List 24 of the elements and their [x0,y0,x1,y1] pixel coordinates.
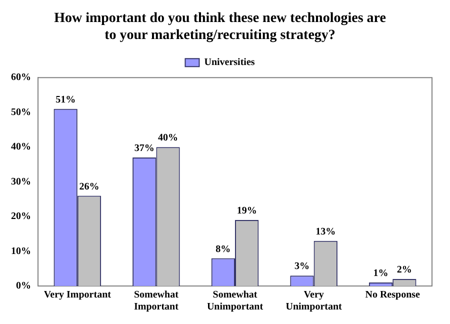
data-label: 37% [134,143,154,154]
y-tick-label: 10% [11,246,31,257]
data-label: 40% [158,132,178,144]
y-tick-label: 30% [11,176,31,188]
y-tick-label: 60% [11,72,31,84]
x-tick-label: Very Unimportant [286,290,343,313]
data-label: 2% [396,264,412,276]
chart-title: How important do you think these new technologies are to your marketing/recruiting strategy? [54,11,386,43]
x-tick-label: Very Important [44,290,112,301]
legend-label: Universities [204,57,255,68]
data-label: 3% [294,261,310,272]
x-tick-label: No Response [365,290,421,301]
x-tick-label: Somewhat Important [134,290,180,313]
x-tick-label: Somewhat Unimportant [206,290,264,313]
y-tick-label: 0% [16,280,31,292]
data-label: 1% [373,268,388,280]
y-tick-label: 50% [11,106,31,118]
data-label: 26% [79,181,100,192]
data-label: 8% [216,244,231,255]
data-label: 51% [56,94,76,106]
data-label: 19% [236,206,257,217]
y-tick-label: 40% [11,142,31,153]
y-tick-label: 20% [11,211,31,222]
data-label: 13% [316,226,336,238]
